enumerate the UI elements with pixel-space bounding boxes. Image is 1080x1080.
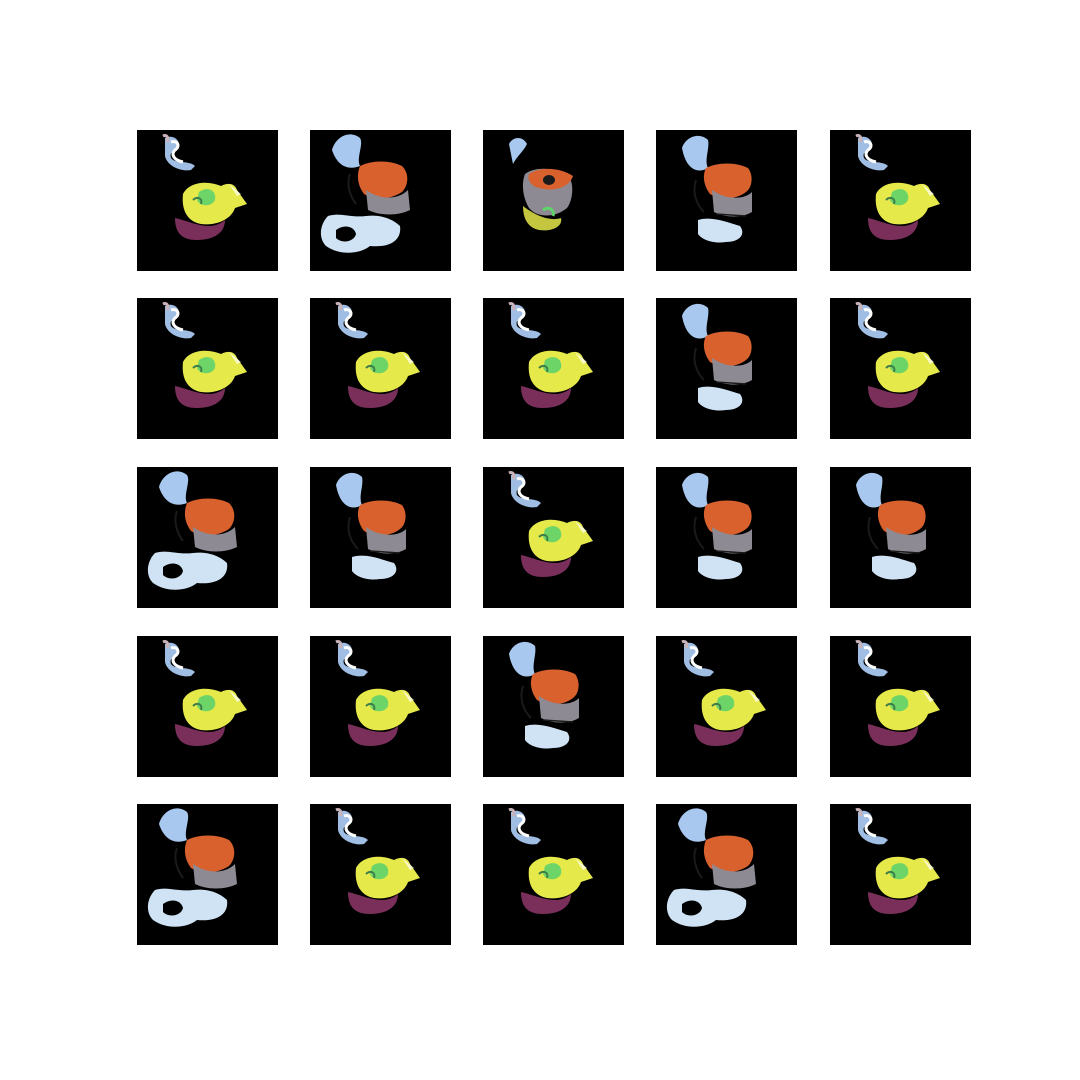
sample-image [483, 298, 624, 439]
sample-image [310, 804, 451, 945]
sample-image [137, 467, 278, 608]
sample-image [310, 130, 451, 271]
sample-image [310, 467, 451, 608]
sample-image-tile [137, 804, 278, 945]
sample-image-tile [830, 298, 971, 439]
sample-image [656, 467, 797, 608]
sample-image-tile [310, 130, 451, 271]
sample-image [483, 804, 624, 945]
sample-image-tile [830, 467, 971, 608]
sample-image [830, 298, 971, 439]
sample-image-tile [656, 804, 797, 945]
sample-image [310, 636, 451, 777]
sample-image-tile [137, 636, 278, 777]
sample-image [137, 636, 278, 777]
sample-image-tile [483, 804, 624, 945]
sample-image-tile [310, 636, 451, 777]
sample-image-tile [310, 298, 451, 439]
sample-image-tile [137, 298, 278, 439]
sample-image [830, 467, 971, 608]
sample-image-tile [656, 636, 797, 777]
sample-image-tile [830, 804, 971, 945]
sample-image-tile [483, 467, 624, 608]
sample-image-tile [656, 467, 797, 608]
sample-image [830, 636, 971, 777]
sample-image [310, 298, 451, 439]
sample-image [483, 467, 624, 608]
sample-image-tile [830, 636, 971, 777]
sample-image-tile [656, 130, 797, 271]
sample-image [483, 130, 624, 271]
sample-image-tile [483, 636, 624, 777]
sample-image-tile [137, 130, 278, 271]
sample-image-tile [483, 298, 624, 439]
sample-image [137, 130, 278, 271]
sample-image-tile [310, 804, 451, 945]
sample-image-tile [483, 130, 624, 271]
sample-image-tile [137, 467, 278, 608]
sample-image [137, 804, 278, 945]
sample-image [656, 804, 797, 945]
sample-image [656, 636, 797, 777]
sample-image [830, 804, 971, 945]
sample-image [656, 298, 797, 439]
sample-image-tile [310, 467, 451, 608]
sample-image-tile [656, 298, 797, 439]
sample-image-tile [830, 130, 971, 271]
sample-image [137, 298, 278, 439]
sample-image [483, 636, 624, 777]
sample-image [830, 130, 971, 271]
sample-image [656, 130, 797, 271]
